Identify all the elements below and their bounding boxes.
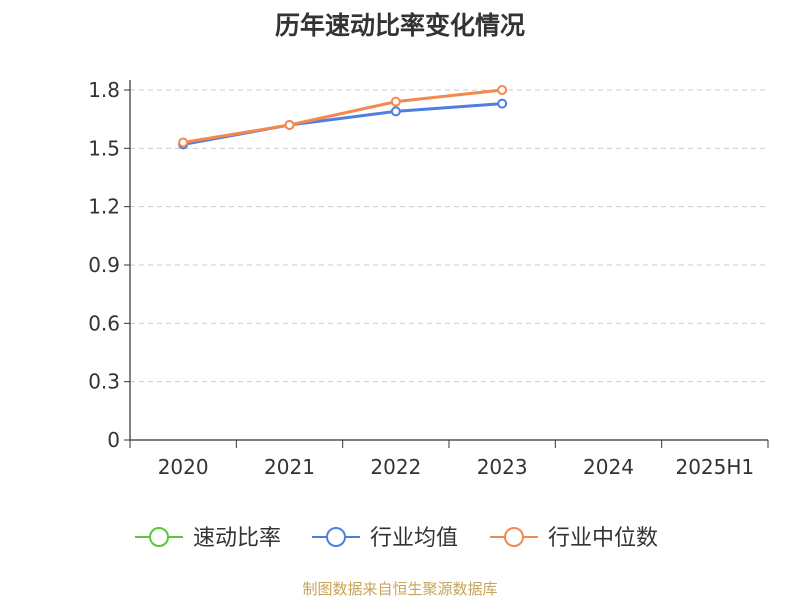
x-tick-label: 2024: [583, 455, 634, 479]
data-point: [497, 98, 508, 109]
y-tick-label: 0.6: [88, 311, 120, 335]
grid-lines: [130, 89, 768, 383]
y-tick-label: 1.2: [88, 195, 120, 219]
source-note: 制图数据来自恒生聚源数据库: [302, 580, 498, 598]
series-line-1: [182, 102, 503, 146]
data-point: [390, 96, 401, 107]
x-tick-label: 2022: [370, 455, 421, 479]
legend[interactable]: 速动比率 行业均值 行业中位数: [135, 526, 658, 551]
x-tick-label: 2021: [264, 455, 315, 479]
y-tick-label: 1.5: [88, 136, 120, 160]
data-point: [284, 120, 295, 130]
x-tick-label: 2023: [477, 455, 528, 479]
data-point: [497, 85, 508, 95]
axes: 0 0.3 0.6 0.9 1.2 1.5 1.8 2020 2021 2022 2023 2024 2…: [88, 78, 769, 479]
x-tick-label: 2020: [158, 455, 209, 479]
chart-title: 历年速动比率变化情况: [274, 11, 525, 40]
legend-marker-icon: [504, 527, 524, 547]
legend-marker-icon: [149, 527, 169, 547]
series-layer: [178, 85, 508, 150]
y-tick-label: 0.3: [88, 370, 120, 394]
y-tick-label: 1.8: [88, 78, 120, 102]
y-tick-label: 0.9: [88, 253, 120, 277]
legend-label: 行业中位数: [548, 526, 658, 551]
y-tick-label: 0: [107, 428, 120, 452]
series-line-2: [182, 88, 503, 144]
data-point: [390, 106, 401, 117]
legend-label: 行业均值: [370, 526, 458, 551]
legend-marker-icon: [326, 527, 346, 547]
legend-label: 速动比率: [193, 526, 281, 551]
data-point: [178, 137, 189, 148]
x-tick-label: 2025H1: [675, 455, 754, 479]
